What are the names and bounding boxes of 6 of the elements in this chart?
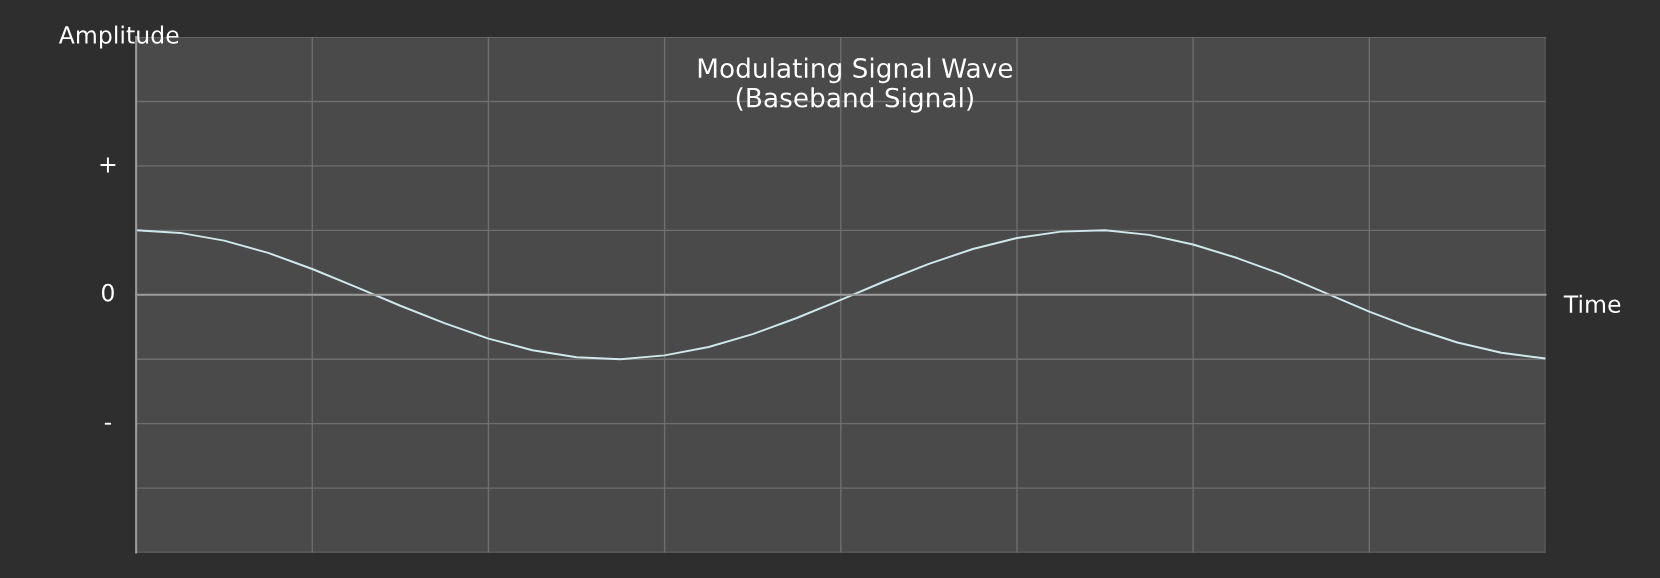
x-axis-title: Time: [1563, 294, 1621, 314]
text: -: [104, 422, 112, 425]
text: 0: [101, 283, 114, 302]
text: +: [100, 157, 116, 173]
chart-title: Modulating Signal Wave (Baseband Signal): [698, 57, 1013, 113]
text: Amplitude: [58, 25, 179, 49]
